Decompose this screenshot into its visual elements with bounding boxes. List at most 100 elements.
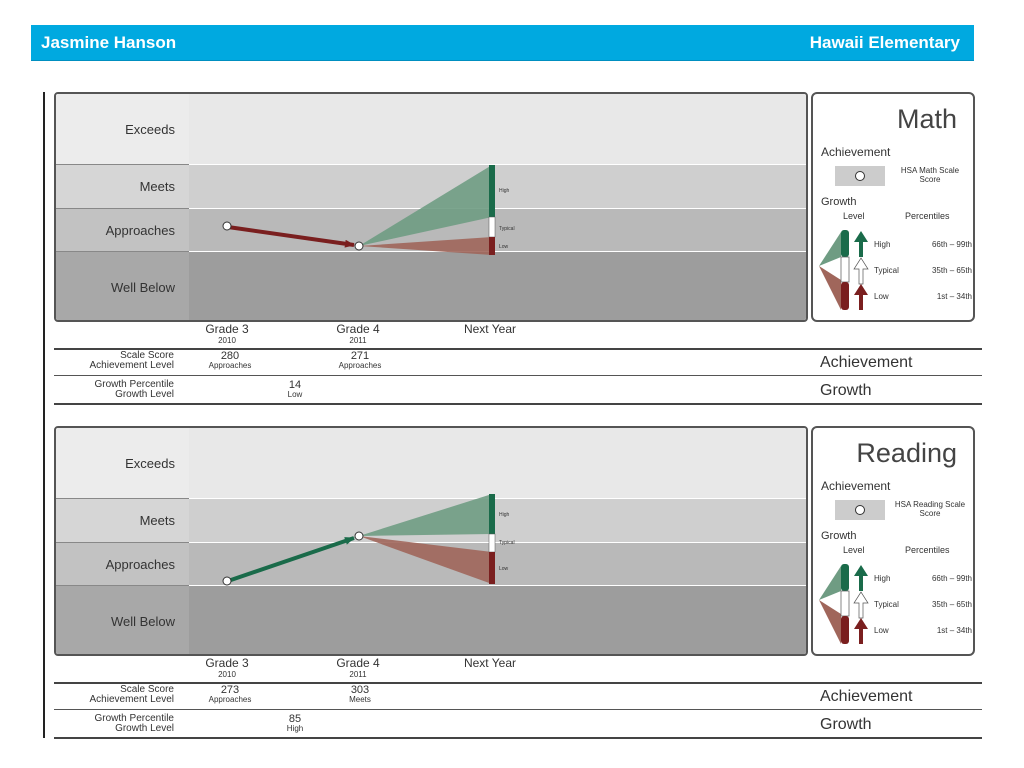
math-point-grade4 (354, 241, 364, 251)
reading-table-bottom-rule (54, 737, 982, 739)
legend-row-high: High 66th – 99th (874, 574, 972, 583)
legend-typical-arrow-icon (853, 257, 869, 285)
legend-low-fan-icon (819, 266, 841, 310)
legend-growth-heading: Growth (821, 530, 857, 542)
legend-low-bar-icon (841, 282, 849, 310)
band-label-column: Exceeds Meets Approaches Well Below (56, 94, 189, 320)
band-label-well-below: Well Below (56, 252, 189, 320)
legend-score-swatch (835, 166, 885, 186)
growth-percentile-value: 85 (288, 713, 302, 725)
reading-chart-panel: Exceeds Meets Approaches Well Below High… (54, 426, 808, 656)
math-high-bar (489, 165, 495, 217)
legend-row-range: 66th – 99th (931, 574, 972, 583)
band-label-well-below: Well Below (56, 586, 189, 654)
math-achievement-row-title: Achievement (820, 354, 913, 371)
reading-typical-bar (488, 533, 496, 553)
score-value: 271 (350, 350, 370, 362)
x-grade-label: Next Year (463, 656, 517, 670)
band-exceeds (189, 94, 806, 165)
label-achievement-level: Achievement Level (89, 360, 175, 371)
legend-typical-bar-icon (840, 256, 850, 283)
band-label-exceeds: Exceeds (56, 94, 189, 165)
reading-row-label-score: Scale Score Achievement Level (54, 684, 175, 705)
reading-growth-row-title: Growth (820, 716, 872, 733)
band-exceeds (189, 428, 806, 499)
legend-high-fan-icon (819, 566, 841, 600)
legend-row-range: 1st – 34th (936, 292, 972, 301)
legend-low-bar-icon (841, 616, 849, 644)
legend-up-arrow-icon (854, 231, 868, 257)
band-approaches (189, 543, 806, 586)
reading-growth-cell: 85 High (265, 714, 325, 734)
legend-high-fan-icon (819, 232, 841, 266)
legend-growth-heading: Growth (821, 196, 857, 208)
page-header: Jasmine Hanson Hawaii Elementary (31, 25, 974, 61)
legend-high-bar-icon (841, 564, 849, 591)
reading-low-bar (489, 552, 495, 584)
legend-achievement-heading: Achievement (821, 145, 891, 159)
reading-legend: Reading Achievement HSA Reading Scale Sc… (811, 426, 975, 656)
band-meets (189, 165, 806, 209)
reading-x-next-year: Next Year (455, 656, 525, 670)
legend-row-typical: Typical 35th – 65th (874, 266, 972, 275)
reading-typical-label: Typical (499, 540, 515, 546)
legend-achievement-heading: Achievement (821, 479, 891, 493)
legend-up-arrow-icon (854, 565, 868, 591)
band-label-approaches: Approaches (56, 209, 189, 252)
legend-low-fan-icon (819, 600, 841, 644)
score-value: 273 (220, 684, 240, 696)
legend-high-bar-icon (841, 230, 849, 257)
growth-percentile-value: 14 (288, 379, 302, 391)
band-approaches (189, 209, 806, 252)
math-row-label-score: Scale Score Achievement Level (54, 350, 175, 371)
legend-dot-icon (855, 505, 865, 515)
legend-row-range: 66th – 99th (931, 240, 972, 249)
label-growth-level: Growth Level (115, 723, 174, 734)
legend-row-level: High (874, 574, 891, 583)
reading-x-grade3: Grade 3 2010 (197, 657, 257, 680)
math-x-next-year: Next Year (455, 323, 525, 335)
reading-high-label: High (499, 512, 510, 518)
x-year-label: 2010 (218, 670, 236, 679)
band-well-below (189, 252, 806, 320)
band-label-meets: Meets (56, 499, 189, 543)
band-label-exceeds: Exceeds (56, 428, 189, 499)
math-legend-graphic (819, 230, 869, 310)
legend-row-level: Typical (874, 600, 899, 609)
math-point-grade3 (222, 221, 232, 231)
reading-low-label: Low (499, 566, 509, 572)
legend-level-heading: Level (843, 211, 865, 221)
reading-high-fan (359, 494, 492, 536)
reading-point-grade3 (222, 576, 232, 586)
reading-table-mid-rule (54, 709, 982, 710)
legend-row-level: High (874, 240, 891, 249)
math-typical-bar (488, 216, 496, 238)
legend-typical-bar-icon (840, 590, 850, 617)
math-trend-arrow (227, 225, 355, 248)
level-value: Meets (349, 695, 371, 704)
x-year-label: 2010 (218, 336, 236, 345)
reading-growth-chart: High Typical Low (222, 494, 515, 586)
reading-legend-graphic (819, 564, 869, 644)
legend-row-low: Low 1st – 34th (874, 292, 972, 301)
math-low-label: Low (499, 244, 509, 250)
reading-title: Reading (856, 438, 957, 468)
x-grade-label: Grade 4 (336, 656, 380, 670)
legend-percentiles-heading: Percentiles (905, 545, 950, 555)
math-growth-cell: 14 Low (265, 380, 325, 400)
label-scale-score: Scale Score (120, 684, 174, 695)
legend-down-arrow-icon (854, 618, 868, 644)
score-value: 303 (350, 684, 370, 696)
math-low-bar (489, 237, 495, 255)
legend-score-swatch (835, 500, 885, 520)
legend-down-arrow-icon (854, 284, 868, 310)
math-x-grade4: Grade 4 2011 (328, 323, 388, 346)
reading-trend-arrow (227, 536, 355, 583)
band-label-meets: Meets (56, 165, 189, 209)
legend-level-heading: Level (843, 545, 865, 555)
legend-row-level: Typical (874, 266, 899, 275)
math-score-grade4: 271 Approaches (330, 351, 390, 371)
label-growth-percentile: Growth Percentile (94, 379, 174, 390)
label-scale-score: Scale Score (120, 350, 174, 361)
reading-high-bar (489, 494, 495, 534)
